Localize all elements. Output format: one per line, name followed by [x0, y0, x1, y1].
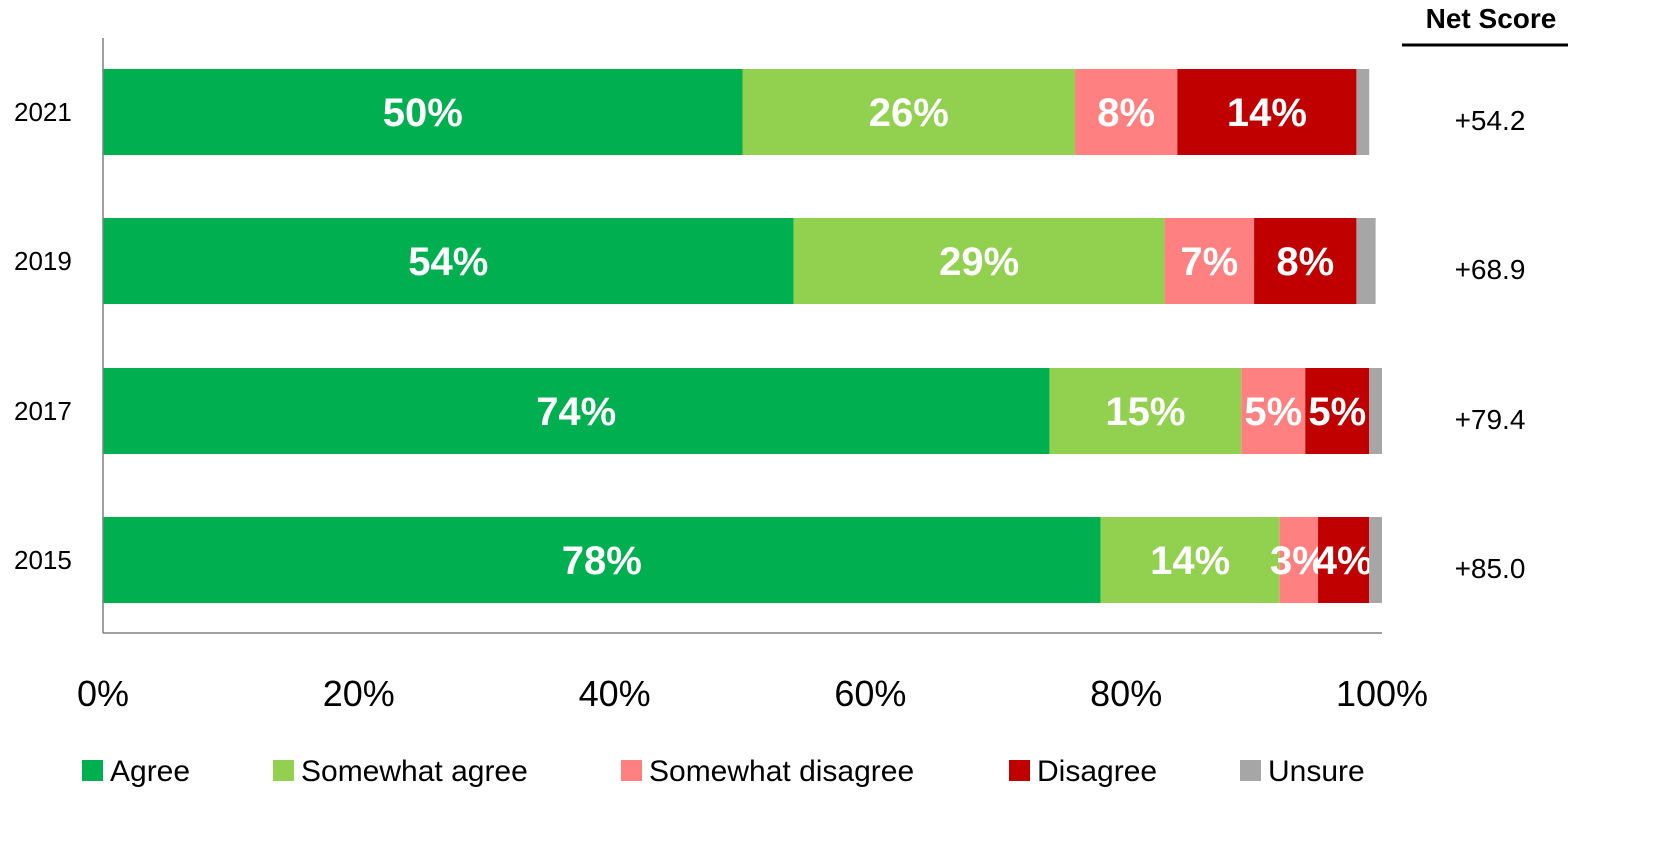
legend-swatch-disagree: [1009, 760, 1030, 781]
x-tick-label: 80%: [1090, 673, 1162, 714]
category-label-2017: 2017: [14, 396, 72, 426]
legend-swatch-agree: [82, 760, 103, 781]
data-label-2019-somewhat-disagree: 7%: [1180, 240, 1238, 284]
bar-2021-somewhat-agree: [742, 69, 1076, 155]
bar-2019-disagree: [1254, 218, 1357, 304]
bar-2015-unsure: [1369, 517, 1382, 603]
data-label-2017-somewhat-disagree: 5%: [1244, 390, 1302, 434]
net-score-header: Net Score: [1426, 3, 1557, 34]
data-label-2015-agree: 78%: [562, 539, 642, 583]
bars-group: 50% 26% 8% 14%54% 29% 7% 8%74% 15% 5% 5%78% 14% 3%4…: [103, 69, 1382, 603]
data-label-2021-disagree: 14%: [1227, 91, 1307, 135]
net-score-2017: +79.4: [1455, 404, 1526, 435]
legend-swatch-unsure: [1240, 760, 1261, 781]
net-score-values: +54.2 +68.9 +79.4 +85.0: [1455, 105, 1526, 584]
category-label-2015: 2015: [14, 545, 72, 575]
bar-2017-unsure: [1369, 368, 1382, 454]
legend-label-unsure: Unsure: [1268, 755, 1365, 788]
bar-2017-somewhat-disagree: [1241, 368, 1306, 454]
bar-2019-somewhat-disagree: [1164, 218, 1255, 304]
bar-2015-somewhat-agree: [1100, 517, 1280, 603]
x-tick-label: 40%: [579, 673, 651, 714]
data-label-2021-somewhat-agree: 26%: [869, 91, 949, 135]
data-label-2021-somewhat-disagree: 8%: [1097, 91, 1155, 135]
net-score-2019: +68.9: [1455, 254, 1526, 285]
bar-2019-agree: [103, 218, 794, 304]
data-label-2015-somewhat-agree: 14%: [1150, 539, 1230, 583]
bar-2017-somewhat-agree: [1049, 368, 1242, 454]
x-tick-label: 100%: [1336, 673, 1428, 714]
bar-2019-unsure: [1356, 218, 1376, 304]
bar-2017-disagree: [1305, 368, 1370, 454]
legend-swatch-somewhat-disagree: [621, 760, 642, 781]
legend: Agree Somewhat agree Somewhat disagree Disa…: [82, 755, 1365, 788]
data-label-2017-agree: 74%: [536, 390, 616, 434]
data-label-2021-agree: 50%: [383, 91, 463, 135]
data-label-2019-agree: 54%: [408, 240, 488, 284]
bar-2015-somewhat-disagree: [1279, 517, 1319, 603]
legend-label-agree: Agree: [110, 755, 190, 788]
bar-2015-agree: [103, 517, 1101, 603]
x-tick-label: 0%: [77, 673, 129, 714]
x-tick-label: 20%: [323, 673, 395, 714]
x-tick-label: 60%: [834, 673, 906, 714]
category-label-2019: 2019: [14, 246, 72, 276]
bar-2017-agree: [103, 368, 1050, 454]
data-label-2015-disagree: 4%: [1315, 539, 1373, 583]
data-label-2017-disagree: 5%: [1308, 390, 1366, 434]
bar-2019-somewhat-agree: [793, 218, 1165, 304]
legend-label-somewhat-agree: Somewhat agree: [301, 755, 528, 788]
data-label-2019-somewhat-agree: 29%: [939, 240, 1019, 284]
net-score-2021: +54.2: [1455, 105, 1526, 136]
bar-2015-disagree: [1318, 517, 1370, 603]
bar-2021-agree: [103, 69, 743, 155]
bar-2021-disagree: [1177, 69, 1357, 155]
category-label-2021: 2021: [14, 97, 72, 127]
legend-label-somewhat-disagree: Somewhat disagree: [649, 755, 914, 788]
legend-label-disagree: Disagree: [1037, 755, 1157, 788]
category-labels: 2021 2019 2017 2015: [14, 97, 72, 575]
data-label-2019-disagree: 8%: [1276, 240, 1334, 284]
data-label-2017-somewhat-agree: 15%: [1105, 390, 1185, 434]
legend-swatch-somewhat-agree: [273, 760, 294, 781]
x-tick-labels: 0% 20% 40% 60% 80% 100%: [77, 673, 1428, 714]
net-score-2015: +85.0: [1455, 553, 1526, 584]
bar-2021-unsure: [1356, 69, 1370, 155]
bar-2021-somewhat-disagree: [1075, 69, 1178, 155]
